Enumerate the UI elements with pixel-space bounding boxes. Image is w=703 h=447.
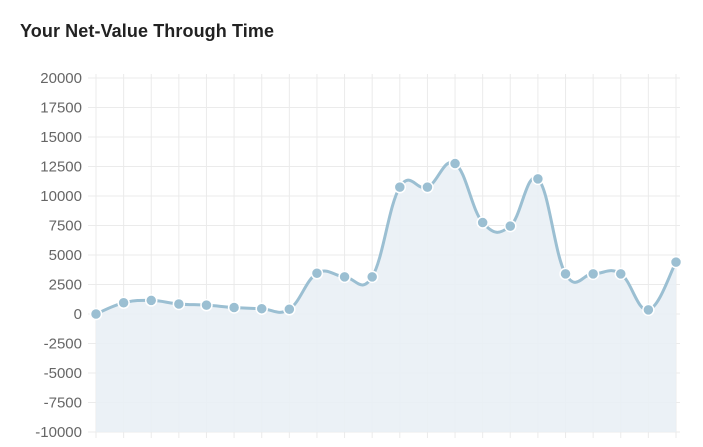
- data-point[interactable]: [172, 297, 186, 311]
- data-point[interactable]: [338, 270, 351, 284]
- y-tick-label: 20000: [40, 70, 82, 87]
- y-tick-label: 15000: [40, 129, 82, 146]
- data-point[interactable]: [365, 270, 379, 284]
- page-title: Your Net-Value Through Time: [20, 21, 275, 41]
- data-point[interactable]: [586, 267, 600, 281]
- data-point[interactable]: [200, 298, 213, 312]
- data-point[interactable]: [448, 157, 462, 170]
- data-point[interactable]: [255, 302, 268, 315]
- data-point[interactable]: [421, 180, 434, 194]
- data-point[interactable]: [227, 301, 241, 314]
- y-tick-label: 5000: [49, 247, 82, 264]
- net-value-line: [95, 160, 678, 316]
- data-point[interactable]: [476, 216, 489, 229]
- y-axis-tick-labels: 20000 17500 15000 12500 10000 7500 5000 2500 0 -2…: [35, 70, 82, 441]
- y-tick-label: -2500: [44, 336, 82, 353]
- net-value-points: [89, 157, 683, 321]
- data-point[interactable]: [144, 294, 158, 307]
- y-tick-label: 7500: [49, 218, 82, 235]
- y-tick-label: 0: [74, 306, 82, 323]
- data-point[interactable]: [89, 307, 103, 321]
- data-point[interactable]: [393, 180, 407, 194]
- data-point[interactable]: [642, 303, 655, 317]
- y-tick-label: 12500: [40, 159, 82, 176]
- y-tick-label: 10000: [40, 188, 82, 205]
- data-point[interactable]: [531, 172, 545, 186]
- y-tick-label: 17500: [40, 100, 82, 117]
- data-point[interactable]: [117, 296, 130, 310]
- data-point[interactable]: [283, 303, 296, 316]
- data-point[interactable]: [614, 267, 628, 281]
- data-point[interactable]: [504, 219, 517, 233]
- y-tick-label: -5000: [44, 365, 82, 382]
- data-point[interactable]: [310, 267, 324, 280]
- y-tick-label: 2500: [49, 277, 82, 294]
- y-tick-label: -10000: [35, 424, 82, 441]
- data-point[interactable]: [559, 267, 572, 281]
- data-point[interactable]: [669, 255, 683, 269]
- y-tick-label: -7500: [44, 395, 82, 412]
- net-value-area-fill: [96, 162, 676, 432]
